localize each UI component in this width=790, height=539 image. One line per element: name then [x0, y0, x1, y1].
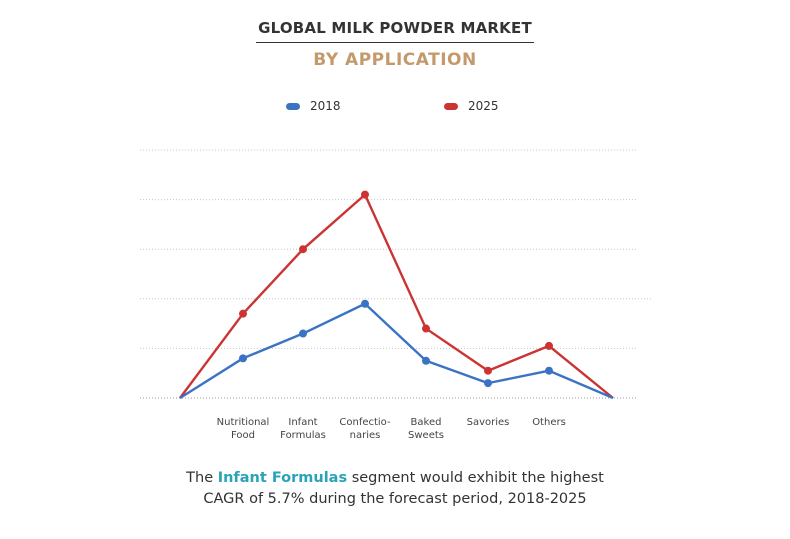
x-tick-label: Sweets	[408, 430, 444, 441]
x-tick-label: Nutritional	[217, 417, 270, 428]
x-tick-label: Formulas	[280, 430, 326, 441]
series-line-2018	[179, 302, 614, 400]
data-point-2018	[545, 366, 553, 375]
data-point-2025	[484, 366, 492, 375]
legend-swatch-2018	[286, 102, 300, 110]
legend-label-2025: 2025	[468, 99, 499, 113]
legend-item-2018: 2018	[286, 99, 341, 113]
x-tick-label: Food	[231, 430, 255, 441]
data-point-2018	[239, 354, 247, 363]
data-point-2018	[484, 379, 492, 388]
caption-highlight: Infant Formulas	[217, 470, 348, 486]
x-tick-label: Infant	[288, 417, 317, 428]
caption-line-2: CAGR of 5.7% during the forecast period,…	[203, 491, 587, 507]
data-point-2025	[299, 245, 307, 254]
x-tick-label: naries	[350, 430, 381, 441]
data-point-2025	[361, 190, 369, 199]
data-point-2025	[239, 309, 247, 318]
chart-title-wrap: GLOBAL MILK POWDER MARKET	[0, 18, 790, 43]
chart-title: GLOBAL MILK POWDER MARKET	[256, 19, 534, 43]
data-point-2018	[361, 299, 369, 308]
data-point-2018	[299, 329, 307, 338]
x-tick-label: Baked	[411, 417, 442, 428]
caption-line-1: The Infant Formulas segment would exhibi…	[0, 468, 790, 489]
caption-rest: segment would exhibit the highest	[347, 470, 604, 486]
data-point-2025	[422, 324, 430, 333]
x-tick-label: Confectio-	[339, 417, 391, 428]
x-tick-label: Others	[532, 417, 566, 428]
chart-legend: 2018 2025	[0, 99, 790, 117]
legend-swatch-2025	[444, 102, 458, 110]
chart-subtitle: BY APPLICATION	[313, 50, 477, 70]
data-point-2025	[545, 341, 553, 350]
legend-item-2025: 2025	[444, 99, 499, 113]
series-line-2025	[179, 193, 614, 399]
chart-caption: The Infant Formulas segment would exhibi…	[0, 468, 790, 510]
caption-prefix: The	[186, 470, 218, 486]
x-tick-label: Savories	[467, 417, 510, 428]
legend-label-2018: 2018	[310, 99, 341, 113]
data-point-2018	[422, 356, 430, 365]
